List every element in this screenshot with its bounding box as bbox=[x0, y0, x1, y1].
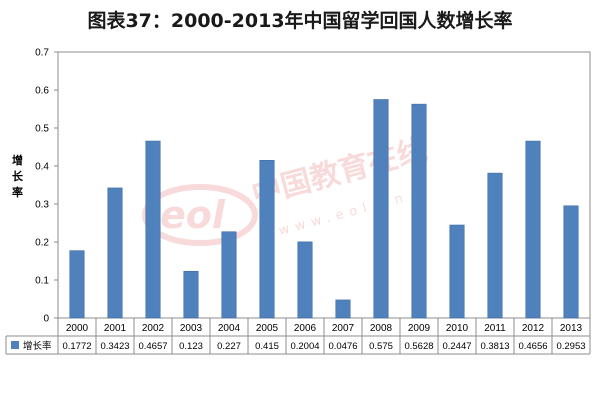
legend-label: 增长率 bbox=[23, 340, 52, 352]
bar bbox=[69, 250, 85, 319]
chart-title: 图表37：2000-2013年中国留学回国人数增长率 bbox=[87, 10, 513, 32]
x-tick-label: 2005 bbox=[256, 323, 279, 334]
x-tick-label: 2009 bbox=[408, 323, 431, 334]
bar bbox=[297, 241, 313, 319]
x-tick-label: 2003 bbox=[180, 323, 203, 334]
data-label: 0.5628 bbox=[404, 341, 433, 352]
x-tick-label: 2002 bbox=[142, 323, 165, 334]
y-tick-label: 0.5 bbox=[35, 124, 49, 135]
data-label: 0.415 bbox=[255, 341, 279, 352]
data-label: 0.575 bbox=[369, 341, 393, 352]
y-axis-label-char: 长 bbox=[12, 169, 24, 183]
data-label: 0.3423 bbox=[100, 341, 129, 352]
y-tick-label: 0.2 bbox=[35, 238, 49, 249]
bar bbox=[335, 299, 351, 319]
data-label: 0.1772 bbox=[62, 341, 91, 352]
data-label: 0.2447 bbox=[442, 341, 471, 352]
x-tick-label: 2010 bbox=[446, 323, 469, 334]
bar bbox=[449, 224, 465, 319]
x-tick-label: 2008 bbox=[370, 323, 393, 334]
x-tick-label: 2007 bbox=[332, 323, 355, 334]
bar bbox=[373, 99, 389, 319]
bar bbox=[221, 231, 237, 319]
x-tick-label: 2011 bbox=[484, 323, 506, 334]
data-label: 0.2953 bbox=[556, 341, 585, 352]
y-tick-label: 0.6 bbox=[35, 86, 49, 97]
x-tick-label: 2000 bbox=[66, 323, 89, 334]
y-tick-label: 0.3 bbox=[35, 200, 49, 211]
x-tick-label: 2013 bbox=[560, 323, 583, 334]
x-tick-label: 2001 bbox=[104, 323, 127, 334]
legend-swatch bbox=[11, 341, 19, 349]
data-label: 0.4657 bbox=[138, 341, 167, 352]
watermark-logo-text: eol bbox=[160, 193, 226, 237]
y-axis-label-char: 率 bbox=[12, 185, 23, 199]
bar bbox=[145, 140, 161, 319]
data-label: 0.2004 bbox=[290, 341, 319, 352]
y-axis-label: 增长率 bbox=[12, 153, 24, 199]
data-label: 0.3813 bbox=[480, 341, 509, 352]
watermark-logo-swoosh bbox=[142, 184, 258, 246]
x-tick-label: 2006 bbox=[294, 323, 317, 334]
y-tick-label: 0.7 bbox=[35, 48, 49, 59]
data-label: 0.4656 bbox=[518, 341, 547, 352]
data-label: 0.227 bbox=[217, 341, 241, 352]
x-tick-label: 2004 bbox=[218, 323, 241, 334]
y-axis-label-char: 增 bbox=[12, 153, 23, 167]
bar bbox=[107, 187, 123, 319]
data-label: 0.0476 bbox=[328, 341, 357, 352]
x-tick-label: 2012 bbox=[522, 323, 545, 334]
bar bbox=[411, 103, 427, 319]
bar bbox=[487, 172, 503, 319]
bar bbox=[183, 270, 199, 319]
bar bbox=[563, 205, 579, 319]
data-label: 0.123 bbox=[179, 341, 203, 352]
y-tick-label: 0.4 bbox=[35, 162, 49, 173]
y-tick-label: 0 bbox=[43, 314, 49, 325]
y-tick-label: 0.1 bbox=[35, 276, 49, 287]
bar bbox=[259, 160, 275, 319]
bar bbox=[525, 140, 541, 319]
